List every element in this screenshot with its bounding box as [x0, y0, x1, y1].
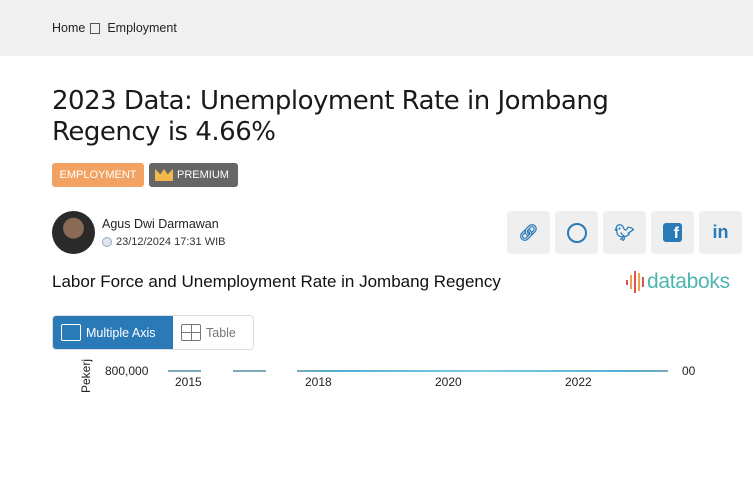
whatsapp-button[interactable] — [555, 211, 598, 254]
author-name[interactable]: Agus Dwi Darmawan — [102, 217, 219, 231]
chart: Pekerj 800,000 00 2015 2018 2020 2022 — [75, 355, 715, 400]
x-tick-label: 2018 — [305, 375, 332, 389]
date-text: 23/12/2024 17:31 WIB — [116, 236, 226, 248]
series-line-a — [168, 370, 201, 372]
tab-table[interactable]: Table — [173, 316, 244, 349]
x-tick-label: 2015 — [175, 375, 202, 389]
link-icon: 🔗︎ — [518, 224, 539, 242]
facebook-button[interactable]: f — [651, 211, 694, 254]
breadcrumb: Home Employment — [52, 21, 177, 35]
avatar — [52, 211, 95, 254]
databoks-logo[interactable]: databoks — [626, 270, 730, 294]
logo-bars-icon — [626, 271, 644, 293]
tab-label: Table — [206, 325, 236, 340]
crown-icon — [155, 169, 173, 181]
x-tick-label: 2020 — [435, 375, 462, 389]
linkedin-icon: in — [712, 222, 729, 242]
tab-label: Multiple Axis — [86, 325, 156, 340]
chart-view-tabs: Multiple Axis Table — [52, 315, 254, 350]
copy-link-button[interactable]: 🔗︎ — [507, 211, 550, 254]
category-badge[interactable]: EMPLOYMENT — [52, 163, 144, 187]
chart-icon — [61, 324, 81, 341]
series-line-c — [297, 370, 668, 372]
x-tick-label: 2022 — [565, 375, 592, 389]
premium-badge[interactable]: PREMIUM — [149, 163, 238, 187]
breadcrumb-current[interactable]: Employment — [107, 21, 177, 35]
twitter-icon: 🐦︎ — [614, 224, 635, 242]
chart-title: Labor Force and Unemployment Rate in Jom… — [52, 272, 501, 291]
premium-label: PREMIUM — [177, 169, 229, 181]
clock-icon — [102, 237, 112, 247]
separator-icon — [90, 22, 101, 34]
tab-multiple-axis[interactable]: Multiple Axis — [53, 316, 173, 349]
logo-text: databoks — [647, 270, 730, 293]
page-title: 2023 Data: Unemployment Rate in Jombang … — [52, 86, 609, 147]
whatsapp-icon — [566, 222, 587, 243]
series-line-b — [233, 370, 266, 372]
linkedin-button[interactable]: in — [699, 211, 742, 254]
table-icon — [181, 324, 201, 341]
publish-date: 23/12/2024 17:31 WIB — [102, 236, 225, 248]
top-bar: Home Employment — [0, 0, 753, 56]
y2-tick-label: 00 — [682, 364, 696, 378]
twitter-button[interactable]: 🐦︎ — [603, 211, 646, 254]
y-tick-label: 800,000 — [105, 364, 149, 378]
y-axis-label: Pekerj — [79, 359, 93, 394]
facebook-icon: f — [663, 223, 682, 242]
breadcrumb-home[interactable]: Home — [52, 21, 86, 35]
